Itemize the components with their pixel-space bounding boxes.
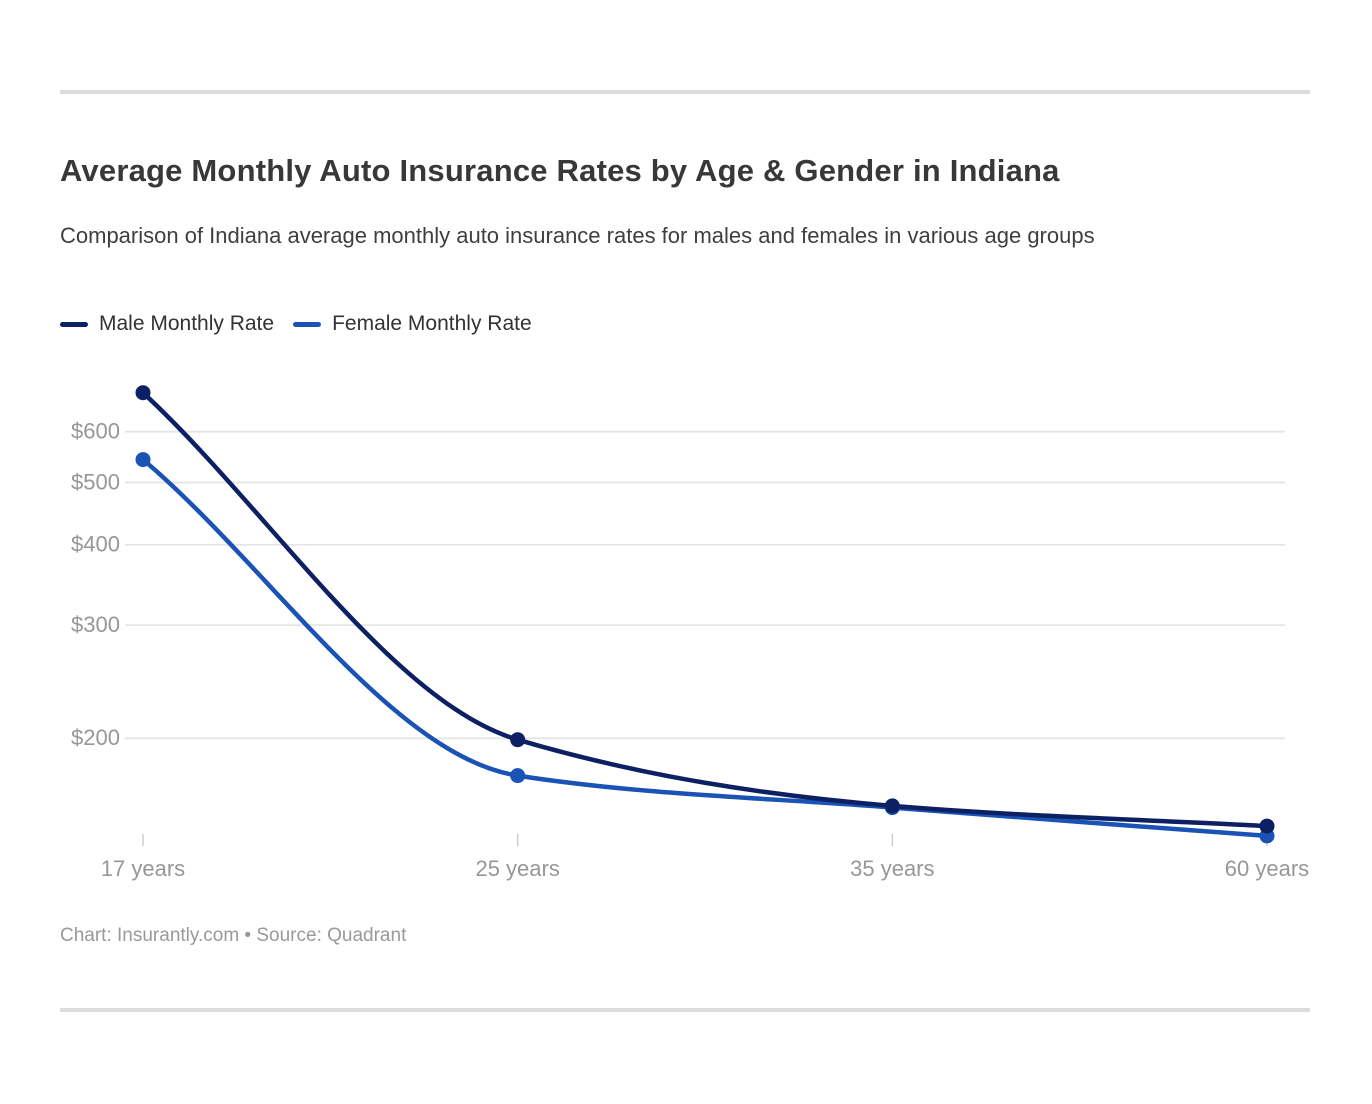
chart-subtitle: Comparison of Indiana average monthly au…: [60, 223, 1095, 248]
y-axis-tick-label: $500: [71, 469, 120, 494]
chart-footer: Chart: Insurantly.com • Source: Quadrant: [60, 925, 407, 946]
x-axis-tick-label: 25 years: [475, 856, 559, 881]
female-line-swatch-icon: [293, 321, 322, 327]
male-line-swatch-icon: [60, 321, 88, 327]
line-chart: $600 $500 $400 $300 $200 17 years 25 years 35 y…: [71, 385, 1309, 881]
y-axis-tick-label: $400: [71, 532, 120, 557]
data-point-male[interactable]: [510, 732, 526, 748]
data-point-male[interactable]: [135, 385, 151, 401]
y-axis-tick-label: $600: [71, 419, 120, 444]
x-axis-tick-label: 60 years: [1225, 856, 1309, 881]
data-point-male[interactable]: [884, 798, 900, 814]
legend-label-male: Male Monthly Rate: [99, 312, 275, 335]
page-title: Average Monthly Auto Insurance Rates by …: [60, 153, 1060, 188]
data-point-female[interactable]: [510, 768, 526, 784]
bottom-divider: [60, 1008, 1310, 1012]
y-axis-tick-label: $200: [71, 725, 120, 750]
series-line-female: [140, 457, 1270, 839]
legend-label-female: Female Monthly Rate: [332, 312, 532, 335]
legend-item-male: Male Monthly Rate: [60, 312, 274, 336]
x-axis-tick-label: 17 years: [101, 856, 185, 881]
x-axis-tick-label: 35 years: [850, 856, 934, 881]
top-divider: [60, 90, 1310, 94]
data-point-female[interactable]: [135, 452, 151, 468]
legend-item-female: Female Monthly Rate: [293, 312, 532, 336]
y-axis-tick-label: $300: [71, 612, 120, 637]
series-line-male: [140, 390, 1270, 829]
data-point-male[interactable]: [1259, 818, 1275, 834]
chart-legend: Male Monthly Rate Female Monthly Rate: [60, 312, 532, 336]
